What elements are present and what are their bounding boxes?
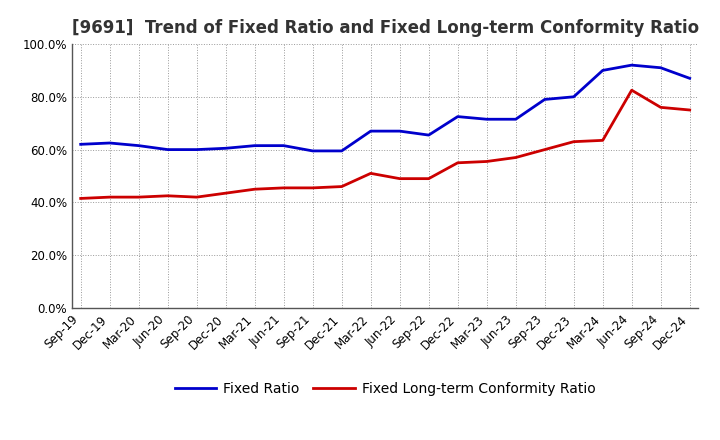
Fixed Long-term Conformity Ratio <box>279 185 288 191</box>
Fixed Long-term Conformity Ratio <box>511 155 520 160</box>
Fixed Ratio <box>424 132 433 138</box>
Fixed Long-term Conformity Ratio <box>308 185 317 191</box>
Fixed Long-term Conformity Ratio <box>163 193 172 198</box>
Fixed Ratio <box>627 62 636 68</box>
Fixed Ratio <box>454 114 462 119</box>
Fixed Long-term Conformity Ratio <box>424 176 433 181</box>
Fixed Ratio <box>338 148 346 154</box>
Fixed Long-term Conformity Ratio <box>251 187 259 192</box>
Fixed Ratio <box>685 76 694 81</box>
Fixed Long-term Conformity Ratio <box>657 105 665 110</box>
Fixed Ratio <box>221 146 230 151</box>
Fixed Long-term Conformity Ratio <box>482 159 491 164</box>
Title: [9691]  Trend of Fixed Ratio and Fixed Long-term Conformity Ratio: [9691] Trend of Fixed Ratio and Fixed Lo… <box>71 19 699 37</box>
Fixed Long-term Conformity Ratio <box>192 194 201 200</box>
Fixed Long-term Conformity Ratio <box>338 184 346 189</box>
Fixed Ratio <box>482 117 491 122</box>
Fixed Ratio <box>163 147 172 152</box>
Fixed Ratio <box>135 143 143 148</box>
Fixed Long-term Conformity Ratio <box>395 176 404 181</box>
Fixed Long-term Conformity Ratio <box>598 138 607 143</box>
Fixed Ratio <box>511 117 520 122</box>
Line: Fixed Long-term Conformity Ratio: Fixed Long-term Conformity Ratio <box>81 90 690 198</box>
Fixed Long-term Conformity Ratio <box>685 107 694 113</box>
Fixed Ratio <box>105 140 114 146</box>
Fixed Long-term Conformity Ratio <box>105 194 114 200</box>
Fixed Long-term Conformity Ratio <box>76 196 85 201</box>
Fixed Long-term Conformity Ratio <box>454 160 462 165</box>
Fixed Ratio <box>192 147 201 152</box>
Fixed Ratio <box>570 94 578 99</box>
Fixed Ratio <box>308 148 317 154</box>
Fixed Ratio <box>279 143 288 148</box>
Fixed Ratio <box>76 142 85 147</box>
Fixed Long-term Conformity Ratio <box>366 171 375 176</box>
Fixed Ratio <box>541 97 549 102</box>
Fixed Ratio <box>395 128 404 134</box>
Line: Fixed Ratio: Fixed Ratio <box>81 65 690 151</box>
Fixed Long-term Conformity Ratio <box>570 139 578 144</box>
Fixed Long-term Conformity Ratio <box>221 191 230 196</box>
Fixed Long-term Conformity Ratio <box>627 88 636 93</box>
Fixed Ratio <box>366 128 375 134</box>
Fixed Long-term Conformity Ratio <box>135 194 143 200</box>
Legend: Fixed Ratio, Fixed Long-term Conformity Ratio: Fixed Ratio, Fixed Long-term Conformity … <box>169 376 601 401</box>
Fixed Ratio <box>251 143 259 148</box>
Fixed Ratio <box>598 68 607 73</box>
Fixed Long-term Conformity Ratio <box>541 147 549 152</box>
Fixed Ratio <box>657 65 665 70</box>
